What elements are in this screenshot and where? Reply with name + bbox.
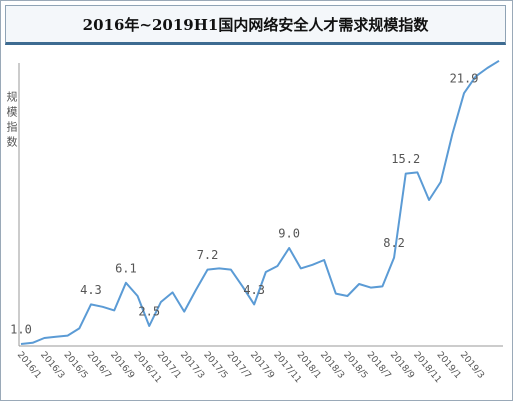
x-tick-label: 2016/5 (61, 350, 89, 381)
x-tick-label: 2017/7 (225, 350, 253, 381)
data-label: 7.2 (197, 248, 219, 262)
data-label: 1.0 (10, 323, 32, 337)
data-label: 2.5 (138, 305, 160, 319)
data-label: 4.3 (80, 283, 102, 297)
x-tick-label: 2016/3 (38, 350, 66, 381)
x-tick-label: 2018/3 (318, 350, 346, 381)
data-label: 6.1 (115, 261, 137, 275)
x-tick-label: 2017/3 (178, 350, 206, 381)
data-label: 8.2 (383, 236, 405, 250)
data-label: 4.3 (243, 283, 265, 297)
chart: 规模指数2016/12016/32016/52016/72016/92016/1… (5, 51, 512, 385)
x-tick-label: 2018/5 (341, 350, 369, 381)
data-line (20, 59, 500, 345)
x-tick-label: 2018/7 (365, 350, 393, 381)
x-tick-label: 2019/3 (458, 350, 486, 381)
x-tick-label: 2016/1 (15, 350, 43, 381)
data-label: 21.9 (450, 72, 479, 86)
chart-title: 2016年~2019H1国内网络安全人才需求规模指数 (5, 5, 506, 45)
data-label: 9.0 (278, 227, 300, 241)
y-axis-label: 规模指数 (5, 90, 18, 151)
data-label: 24.6 (485, 51, 512, 53)
x-tick-label: 2017/5 (201, 350, 229, 381)
data-label: 15.2 (391, 152, 420, 166)
x-tick-label: 2016/7 (85, 350, 113, 381)
